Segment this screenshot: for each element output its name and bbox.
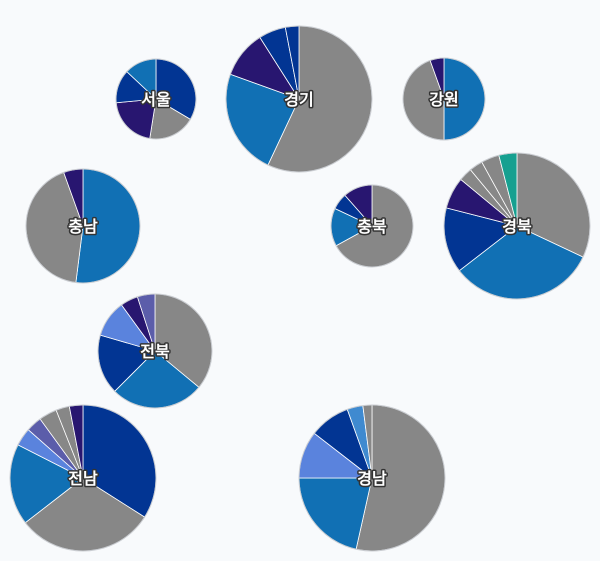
pie-3-label: 충남 bbox=[68, 217, 98, 236]
pie-7: 전남 bbox=[9, 404, 157, 552]
pie-6-outline bbox=[97, 293, 213, 409]
pie-4-label: 충북 bbox=[357, 217, 387, 236]
pie-5-outline bbox=[443, 152, 591, 300]
pie-1: 경기 bbox=[225, 25, 373, 173]
pie-0-label: 서울 bbox=[141, 90, 171, 109]
pie-5-label: 경북 bbox=[502, 217, 532, 236]
pie-3-outline bbox=[25, 168, 141, 284]
pie-0-outline bbox=[115, 58, 197, 140]
pie-8-outline bbox=[298, 404, 446, 552]
pie-5: 경북 bbox=[443, 152, 591, 300]
pie-8-label: 경남 bbox=[357, 469, 387, 488]
pie-6-label: 전북 bbox=[140, 342, 170, 361]
pie-6: 전북 bbox=[97, 293, 213, 409]
pie-7-label: 전남 bbox=[68, 469, 98, 488]
pie-4: 충북 bbox=[330, 184, 414, 268]
pie-1-label: 경기 bbox=[284, 90, 313, 109]
pie-3: 충남 bbox=[25, 168, 141, 284]
pie-1-outline bbox=[225, 25, 373, 173]
pie-8: 경남 bbox=[298, 404, 446, 552]
pie-0: 서울 bbox=[115, 58, 197, 140]
pie-2-outline bbox=[402, 57, 486, 141]
pie-7-outline bbox=[9, 404, 157, 552]
pie-2-label: 강원 bbox=[429, 90, 458, 109]
pie-2: 강원 bbox=[402, 57, 486, 141]
pie-4-outline bbox=[330, 184, 414, 268]
